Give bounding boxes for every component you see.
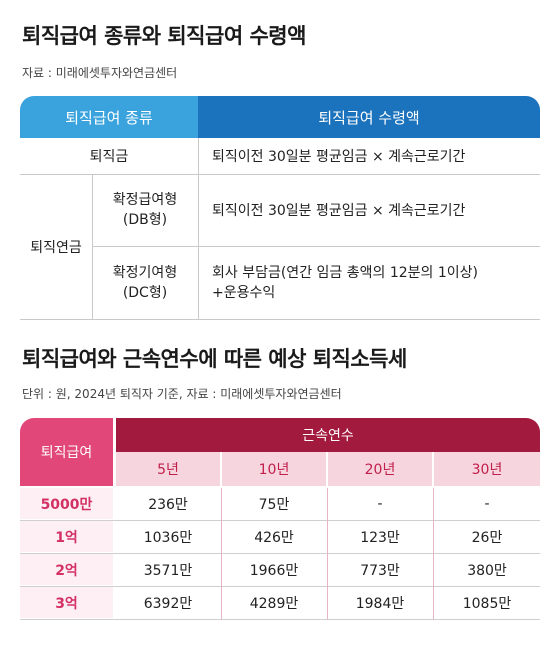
header-year-30: 30년 (434, 452, 540, 486)
table-cell: 4289만 (249, 595, 299, 612)
row-label: 2억 (20, 554, 113, 585)
row-divider (92, 246, 540, 247)
table2-bottom-border (20, 619, 540, 620)
col-divider (327, 488, 328, 620)
col-divider (433, 488, 434, 620)
row-divider (20, 586, 540, 587)
col-divider (221, 488, 222, 620)
table-cell: 426만 (254, 529, 294, 546)
db-label-line1: 확정급여형 (112, 192, 178, 208)
row-divider (20, 520, 540, 521)
row-label: 3억 (20, 587, 113, 618)
row-divider (20, 174, 540, 175)
header-year-5: 5년 (116, 452, 220, 486)
table1-header: 퇴직급여 종류 퇴직급여 수령액 (20, 96, 540, 138)
table-cell: 236만 (148, 496, 188, 513)
header-retirement-benefit: 퇴직급여 (20, 418, 113, 486)
row-divider (20, 553, 540, 554)
col-divider (198, 138, 199, 320)
dc-label-line2: (DC형) (122, 285, 168, 301)
row-label: 1억 (20, 521, 113, 552)
table1-bottom-border (20, 319, 540, 320)
row-label: 5000만 (20, 488, 113, 519)
header-year-20: 20년 (328, 452, 432, 486)
row-dc-label: 확정기여형 (DC형) (92, 246, 198, 320)
section1-source: 자료 : 미래에셋투자와연금센터 (22, 66, 178, 80)
row-pension-label: 퇴직연금 (30, 240, 82, 256)
dc-formula-line1: 회사 부담금(연간 임금 총액의 12분의 1이상) (212, 265, 478, 281)
row-db-formula: 퇴직이전 30일분 평균임금 × 계속근로기간 (212, 203, 466, 219)
table-cell: 75만 (258, 496, 290, 513)
table-cell: 123만 (360, 529, 400, 546)
row-lump-label: 퇴직금 (89, 149, 129, 165)
table-cell: 1966만 (249, 562, 299, 579)
table-cell: - (377, 495, 383, 512)
table-cell: 773만 (360, 562, 400, 579)
section2-title: 퇴직급여와 근속연수에 따른 예상 퇴직소득세 (22, 347, 407, 371)
header-benefit-amount: 퇴직급여 수령액 (198, 96, 540, 138)
retirement-benefit-types-table: 퇴직급여 종류 퇴직급여 수령액 퇴직금 퇴직이전 30일분 평균임금 × 계속… (20, 96, 540, 320)
row-dc-formula: 회사 부담금(연간 임금 총액의 12분의 1이상) +운용수익 (212, 246, 540, 320)
table-cell: 26만 (471, 529, 503, 546)
table1-body: 퇴직금 퇴직이전 30일분 평균임금 × 계속근로기간 퇴직연금 확정급여형 (… (20, 138, 540, 320)
row-db-label: 확정급여형 (DB형) (92, 174, 198, 246)
col-divider (92, 174, 93, 320)
row-lump-formula: 퇴직이전 30일분 평균임금 × 계속근로기간 (212, 149, 466, 165)
table-cell: - (484, 495, 490, 512)
section2-source: 단위 : 원, 2024년 퇴직자 기준, 자료 : 미래에셋투자와연금센터 (22, 387, 342, 401)
table-cell: 1984만 (355, 595, 405, 612)
table-cell: 6392만 (143, 595, 193, 612)
table-cell: 380만 (467, 562, 507, 579)
table-cell: 3571만 (143, 562, 193, 579)
db-label-line2: (DB형) (122, 212, 168, 228)
header-benefit-type: 퇴직급여 종류 (20, 96, 198, 138)
header-year-10: 10년 (222, 452, 326, 486)
retirement-income-tax-table: 퇴직급여 근속연수 5년 10년 20년 30년 5000만 236만 75만 … (20, 418, 540, 624)
table-cell: 1036만 (143, 529, 193, 546)
dc-label-line1: 확정기여형 (112, 265, 178, 281)
header-years-of-service: 근속연수 (116, 418, 540, 452)
dc-formula-line2: +운용수익 (212, 285, 276, 301)
table-cell: 1085만 (462, 595, 512, 612)
section1-title: 퇴직급여 종류와 퇴직급여 수령액 (22, 24, 306, 48)
